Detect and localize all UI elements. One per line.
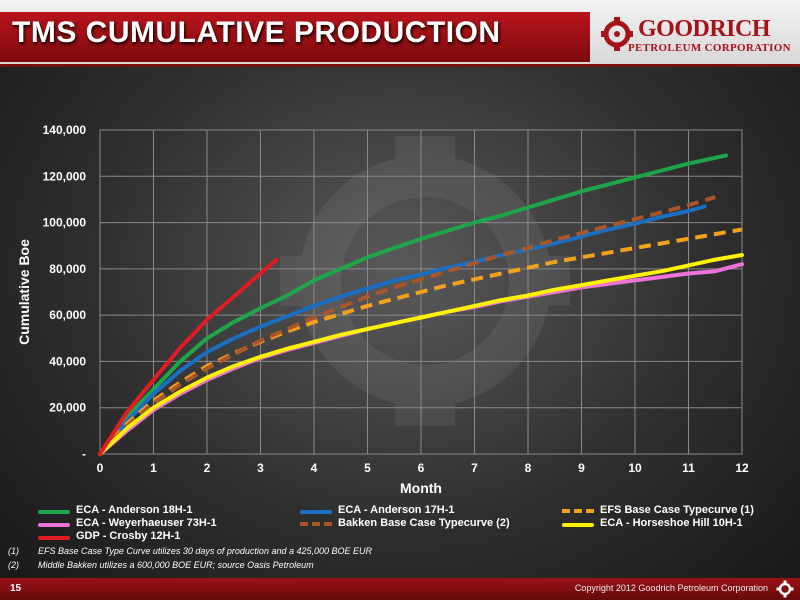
legend-label: EFS Base Case Typecurve (1) — [600, 504, 754, 516]
legend-item: Bakken Base Case Typecurve (2) — [300, 517, 540, 531]
x-tick-label: 8 — [525, 461, 532, 475]
logo-subtitle: PETROLEUM CORPORATION — [628, 42, 791, 54]
legend-label: ECA - Anderson 17H-1 — [338, 504, 455, 516]
logo-gear-icon — [601, 17, 633, 51]
legend-item: ECA - Anderson 18H-1 — [38, 504, 278, 518]
legend-swatch — [300, 510, 332, 514]
legend-swatch — [562, 523, 594, 527]
legend-item: ECA - Anderson 17H-1 — [300, 504, 540, 518]
y-tick-label: 120,000 — [43, 169, 87, 183]
watermark-gear-icon — [280, 136, 570, 426]
x-tick-label: 2 — [204, 461, 211, 475]
footnote-1-text: EFS Base Case Type Curve utilizes 30 day… — [38, 546, 373, 556]
footer-gear-icon — [776, 580, 794, 598]
legend-swatch — [300, 522, 332, 526]
x-tick-label: 4 — [311, 461, 318, 475]
footnote-2: (2) Middle Bakken utilizes a 600,000 BOE… — [0, 560, 800, 572]
page-number: 15 — [10, 583, 22, 594]
x-tick-label: 5 — [364, 461, 371, 475]
footnote-1: (1) EFS Base Case Type Curve utilizes 30… — [0, 546, 800, 558]
y-tick-label: 20,000 — [49, 401, 86, 415]
chart-grid — [99, 129, 743, 455]
chart-series — [98, 153, 744, 456]
y-tick-label: 100,000 — [43, 216, 87, 230]
series-line-2 — [98, 204, 707, 456]
series-line-3 — [98, 227, 743, 456]
legend-label: ECA - Anderson 18H-1 — [76, 504, 193, 516]
y-tick-label: 140,000 — [43, 123, 87, 137]
header: TMS CUMULATIVE PRODUCTION GOODRICH PETRO… — [0, 0, 800, 67]
x-axis-label: Month — [400, 480, 442, 496]
legend-item: ECA - Weyerhaeuser 73H-1 — [38, 517, 278, 531]
legend-swatch — [38, 523, 70, 527]
y-tick-label: 80,000 — [49, 262, 86, 276]
footnote-2-text: Middle Bakken utilizes a 600,000 BOE EUR… — [38, 560, 314, 570]
x-tick-label: 1 — [150, 461, 157, 475]
x-tick-label: 10 — [628, 461, 642, 475]
x-tick-label: 6 — [418, 461, 425, 475]
y-tick-label: - — [82, 447, 86, 461]
x-tick-label: 12 — [735, 461, 749, 475]
footnote-1-number: (1) — [8, 546, 19, 556]
x-tick-label: 7 — [471, 461, 478, 475]
x-axis-ticks: 0 1 2 3 4 5 6 7 8 9 10 11 12 — [97, 461, 749, 475]
legend-swatch — [562, 509, 594, 513]
legend-item: GDP - Crosby 12H-1 — [38, 530, 278, 544]
x-tick-label: 9 — [578, 461, 585, 475]
footer: 15 Copyright 2012 Goodrich Petroleum Cor… — [0, 578, 800, 600]
legend-label: Bakken Base Case Typecurve (2) — [338, 517, 510, 529]
series-line-6 — [98, 253, 744, 456]
legend-label: GDP - Crosby 12H-1 — [76, 530, 181, 542]
series-line-1 — [98, 153, 728, 456]
slide-title: TMS CUMULATIVE PRODUCTION — [12, 16, 501, 49]
legend-swatch — [38, 510, 70, 514]
production-chart: - 20,000 40,000 60,000 80,000 100,000 120,000 1… — [16, 123, 749, 496]
logo-name: GOODRICH — [638, 16, 771, 42]
title-bar — [0, 12, 590, 62]
footnote-2-number: (2) — [8, 560, 19, 570]
company-logo: GOODRICH PETROLEUM CORPORATION — [600, 8, 795, 58]
x-tick-label: 0 — [97, 461, 104, 475]
copyright-text: Copyright 2012 Goodrich Petroleum Corpor… — [574, 583, 768, 593]
y-axis-label: Cumulative Boe — [16, 239, 32, 345]
legend-label: ECA - Weyerhaeuser 73H-1 — [76, 517, 217, 529]
legend-item: ECA - Horseshoe Hill 10H-1 — [562, 517, 800, 531]
x-tick-label: 11 — [682, 461, 695, 475]
legend-label: ECA - Horseshoe Hill 10H-1 — [600, 517, 743, 529]
y-tick-label: 40,000 — [49, 354, 86, 368]
series-line-7 — [98, 257, 279, 456]
legend-item: EFS Base Case Typecurve (1) — [562, 504, 800, 518]
legend-swatch — [38, 536, 70, 540]
y-axis-ticks: - 20,000 40,000 60,000 80,000 100,000 120,000 1… — [43, 123, 87, 461]
x-tick-label: 3 — [257, 461, 264, 475]
y-tick-label: 60,000 — [49, 308, 86, 322]
